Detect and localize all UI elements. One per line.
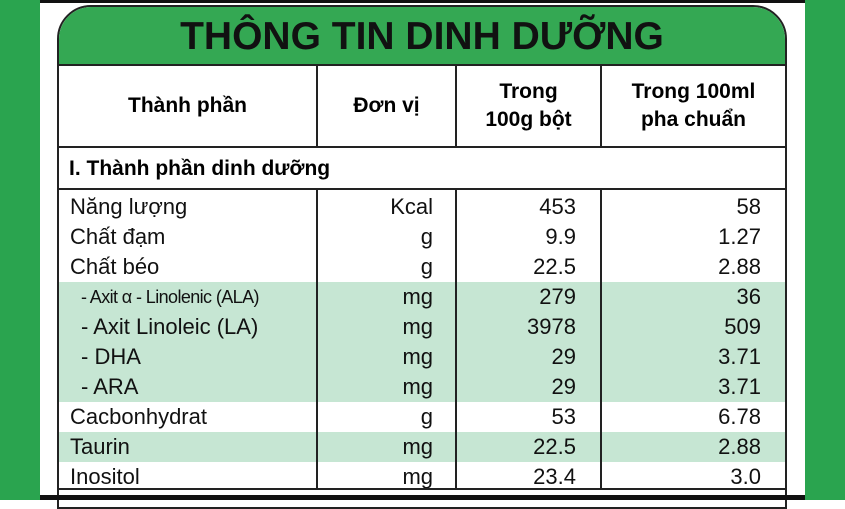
ingredient-name: Cacbonhydrat: [70, 404, 207, 429]
section-heading: I. Thành phần dinh dưỡng: [59, 148, 785, 190]
right-green-border: [805, 0, 845, 500]
table-row: Chất đạm g 9.9 1.27: [59, 222, 785, 252]
per-100g-cell: 22.5: [533, 254, 576, 279]
unit-cell: g: [420, 254, 433, 279]
per-100ml-cell: 2.88: [718, 254, 761, 279]
column-divider: [316, 190, 318, 490]
unit-cell: mg: [402, 344, 433, 369]
ingredient-name: - Axit α - Linolenic (ALA): [81, 287, 259, 307]
unit-cell: g: [420, 224, 433, 249]
table-row: - ARA mg 29 3.71: [59, 372, 785, 402]
left-green-border: [0, 0, 40, 500]
column-header-per-100ml: Trong 100ml pha chuẩn: [631, 80, 756, 131]
ingredient-name: Chất đạm: [70, 224, 166, 249]
unit-cell: Kcal: [390, 194, 433, 219]
column-divider: [455, 190, 457, 490]
top-border: [40, 0, 805, 3]
per-100ml-cell: 3.0: [730, 464, 761, 489]
data-rows: Năng lượng Kcal 453 58 Chất đạm g 9.9 1.27 Chất …: [59, 192, 785, 492]
unit-cell: mg: [402, 284, 433, 309]
per-100ml-cell: 3.71: [718, 374, 761, 399]
per-100ml-cell: 2.88: [718, 434, 761, 459]
unit-cell: mg: [402, 434, 433, 459]
per-100g-cell: 53: [551, 404, 576, 429]
ingredient-name: Taurin: [70, 434, 130, 459]
table-row: Cacbonhydrat g 53 6.78: [59, 402, 785, 432]
ingredient-name: - Axit Linoleic (LA): [81, 314, 259, 339]
table-row: Inositol mg 23.4 3.0: [59, 462, 785, 492]
unit-cell: mg: [402, 314, 433, 339]
column-header-row: Thành phần Đơn vị Trong 100g bột Trong 1…: [59, 66, 785, 148]
per-100g-cell: 29: [551, 344, 576, 369]
per-100g-cell: 29: [551, 374, 576, 399]
column-header-ingredient: Thành phần: [59, 66, 318, 146]
per-100ml-cell: 3.71: [718, 344, 761, 369]
ingredient-name: Năng lượng: [70, 194, 188, 219]
per-100ml-cell: 6.78: [718, 404, 761, 429]
table-row: - DHA mg 29 3.71: [59, 342, 785, 372]
table-title: THÔNG TIN DINH DƯỠNG: [59, 7, 785, 66]
ingredient-name: Chất béo: [70, 254, 160, 279]
table-row: - Axit Linoleic (LA) mg 3978 509: [59, 312, 785, 342]
per-100ml-cell: 58: [736, 194, 761, 219]
column-header-per-100g: Trong 100g bột: [457, 66, 602, 146]
unit-cell: g: [420, 404, 433, 429]
per-100g-cell: 22.5: [533, 434, 576, 459]
per-100ml-cell: 509: [724, 314, 761, 339]
nutrition-table: THÔNG TIN DINH DƯỠNG Thành phần Đơn vị T…: [57, 5, 787, 509]
table-row: Năng lượng Kcal 453 58: [59, 192, 785, 222]
ingredient-name: Inositol: [70, 464, 140, 489]
ingredient-name: - ARA: [81, 374, 139, 399]
table-row: Taurin mg 22.5 2.88: [59, 432, 785, 462]
per-100g-cell: 3978: [527, 314, 576, 339]
per-100g-cell: 23.4: [533, 464, 576, 489]
per-100g-cell: 9.9: [545, 224, 576, 249]
table-row: - Axit α - Linolenic (ALA) mg 279 36: [59, 282, 785, 312]
bottom-rule: [59, 488, 785, 490]
bottom-border: [40, 495, 805, 500]
per-100g-cell: 453: [539, 194, 576, 219]
per-100ml-cell: 36: [736, 284, 761, 309]
column-divider: [600, 190, 602, 490]
column-header-unit: Đơn vị: [318, 66, 457, 146]
per-100ml-cell: 1.27: [718, 224, 761, 249]
ingredient-name: - DHA: [81, 344, 141, 369]
per-100g-cell: 279: [539, 284, 576, 309]
unit-cell: mg: [402, 374, 433, 399]
table-row: Chất béo g 22.5 2.88: [59, 252, 785, 282]
unit-cell: mg: [402, 464, 433, 489]
